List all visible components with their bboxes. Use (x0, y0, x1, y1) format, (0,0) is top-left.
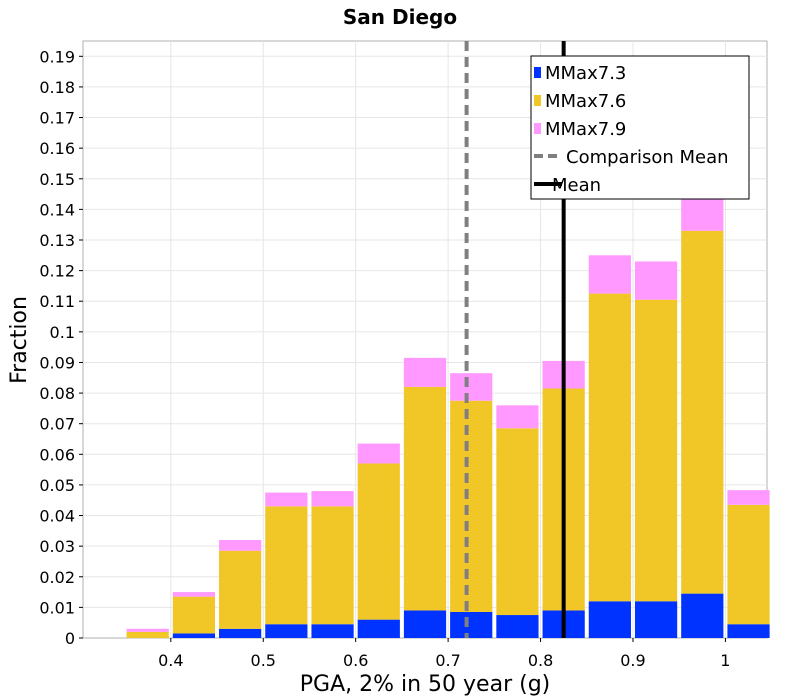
bar-mmax7-3 (265, 624, 308, 638)
y-tick-label: 0.19 (39, 47, 75, 66)
y-tick-label: 0.12 (39, 262, 75, 281)
y-axis-label: Fraction (7, 296, 32, 384)
bar-mmax7-6 (357, 463, 400, 620)
bar-mmax7-3 (588, 601, 631, 638)
y-tick-label: 0.06 (39, 445, 75, 464)
y-tick-label: 0.14 (39, 200, 75, 219)
bar-mmax7-3 (403, 610, 447, 638)
legend-label: MMax7.6 (545, 91, 626, 112)
bar-mmax7-6 (172, 596, 216, 634)
y-tick-label: 0.09 (39, 353, 75, 372)
bar-mmax7-6 (727, 504, 770, 625)
y-tick-label: 0.05 (39, 476, 75, 495)
bar-mmax7-6 (634, 299, 678, 602)
y-tick-label: 0.02 (39, 568, 75, 587)
bar-mmax7-9 (219, 540, 262, 551)
legend-label: MMax7.3 (545, 63, 626, 84)
bar-mmax7-9 (450, 373, 493, 401)
x-tick-label: 0.4 (158, 651, 183, 670)
x-tick-label: 0.6 (343, 651, 368, 670)
bar-mmax7-9 (357, 443, 400, 464)
bar-mmax7-9 (126, 628, 169, 632)
y-tick-label: 0.1 (50, 323, 75, 342)
bars-group (126, 185, 770, 638)
y-tick-label: 0.08 (39, 384, 75, 403)
y-tick-label: 0.13 (39, 231, 75, 250)
legend-swatch (534, 95, 541, 106)
x-axis-ticks: 0.4 0.5 0.6 0.7 0.8 0.9 1 (158, 638, 730, 670)
y-tick-label: 0.15 (39, 170, 75, 189)
legend-swatch (534, 123, 541, 134)
bar-mmax7-9 (588, 255, 631, 294)
bar-mmax7-9 (496, 405, 539, 429)
bar-mmax7-6 (311, 506, 354, 625)
x-tick-label: 1 (720, 651, 730, 670)
bar-mmax7-9 (311, 491, 354, 507)
bar-mmax7-6 (265, 506, 308, 625)
legend-label: Comparison Mean (566, 147, 729, 168)
bar-mmax7-3 (450, 611, 493, 638)
y-tick-label: 0.16 (39, 139, 75, 158)
x-tick-label: 0.8 (528, 651, 553, 670)
bar-mmax7-6 (588, 293, 631, 602)
bar-mmax7-3 (172, 633, 216, 638)
y-tick-label: 0.01 (39, 598, 75, 617)
bar-mmax7-3 (219, 628, 262, 638)
y-tick-label: 0.07 (39, 415, 75, 434)
legend-label: MMax7.9 (545, 119, 626, 140)
bar-mmax7-6 (126, 631, 169, 638)
y-axis-ticks: 0 0.01 0.02 0.03 0.04 0.05 0.06 0.07 0.08 0.09 0.1… (39, 47, 83, 648)
x-axis-label: PGA, 2% in 50 year (g) (300, 672, 551, 697)
chart-title: San Diego (343, 5, 457, 29)
y-tick-label: 0.03 (39, 537, 75, 556)
bar-mmax7-9 (265, 492, 308, 507)
y-tick-label: 0.17 (39, 109, 75, 128)
y-tick-label: 0.04 (39, 507, 75, 526)
legend: MMax7.3 MMax7.6 MMax7.9 Comparison Mean Mean (530, 55, 750, 200)
bar-mmax7-3 (681, 593, 724, 638)
bar-mmax7-3 (311, 624, 354, 638)
bar-mmax7-9 (634, 261, 678, 300)
bar-mmax7-3 (496, 615, 539, 638)
legend-label: Mean (552, 175, 601, 196)
legend-swatch (534, 67, 541, 78)
bar-mmax7-6 (450, 400, 493, 612)
bar-mmax7-6 (496, 428, 539, 616)
x-tick-label: 0.9 (620, 651, 645, 670)
y-tick-label: 0.11 (39, 292, 75, 311)
x-tick-label: 0.5 (251, 651, 276, 670)
bar-mmax7-6 (681, 230, 724, 594)
legend-box (530, 55, 750, 200)
y-tick-label: 0 (65, 629, 75, 648)
bar-mmax7-6 (219, 550, 262, 629)
bar-mmax7-9 (403, 357, 447, 387)
bar-mmax7-3 (727, 624, 770, 638)
bar-mmax7-3 (357, 619, 400, 638)
bar-mmax7-9 (172, 592, 216, 597)
y-tick-label: 0.18 (39, 78, 75, 97)
bar-mmax7-6 (403, 386, 447, 611)
bar-mmax7-9 (727, 490, 770, 505)
x-tick-label: 0.7 (435, 651, 460, 670)
bar-mmax7-3 (634, 601, 678, 638)
